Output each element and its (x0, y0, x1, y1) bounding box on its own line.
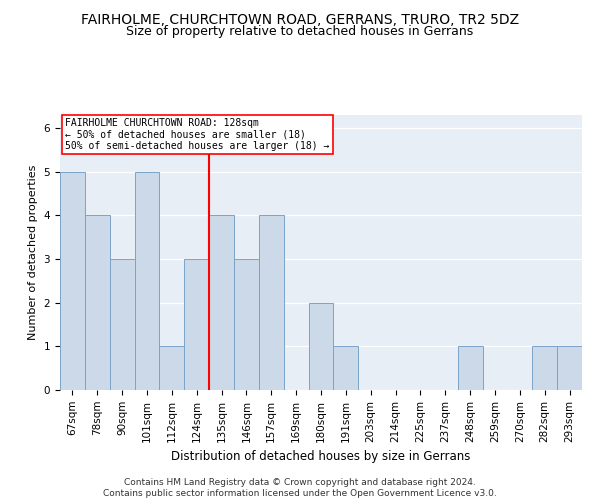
Text: Size of property relative to detached houses in Gerrans: Size of property relative to detached ho… (127, 25, 473, 38)
Bar (184, 259, 209, 390)
Bar (308, 302, 334, 390)
Bar (110, 259, 134, 390)
Bar (557, 346, 582, 390)
Text: FAIRHOLME CHURCHTOWN ROAD: 128sqm
← 50% of detached houses are smaller (18)
50% : FAIRHOLME CHURCHTOWN ROAD: 128sqm ← 50% … (65, 118, 329, 151)
X-axis label: Distribution of detached houses by size in Gerrans: Distribution of detached houses by size … (172, 450, 470, 463)
Bar (234, 259, 259, 390)
Text: FAIRHOLME, CHURCHTOWN ROAD, GERRANS, TRURO, TR2 5DZ: FAIRHOLME, CHURCHTOWN ROAD, GERRANS, TRU… (81, 12, 519, 26)
Bar (458, 346, 482, 390)
Text: Contains HM Land Registry data © Crown copyright and database right 2024.
Contai: Contains HM Land Registry data © Crown c… (103, 478, 497, 498)
Bar (85, 216, 110, 390)
Bar (160, 346, 184, 390)
Bar (334, 346, 358, 390)
Bar (60, 172, 85, 390)
Bar (134, 172, 160, 390)
Bar (532, 346, 557, 390)
Bar (209, 216, 234, 390)
Bar (259, 216, 284, 390)
Y-axis label: Number of detached properties: Number of detached properties (28, 165, 38, 340)
